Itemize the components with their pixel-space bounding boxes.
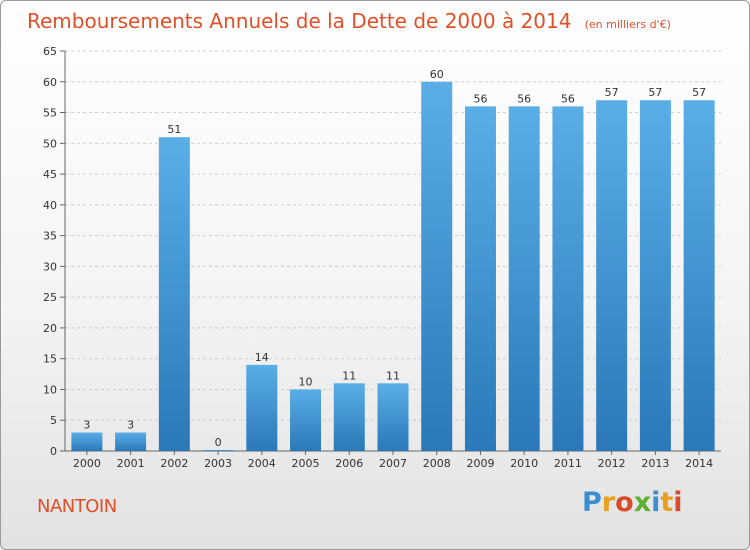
logo-letter: P — [582, 487, 602, 518]
chart-title-unit: (en milliers d'€) — [585, 18, 671, 31]
value-label-2004: 14 — [255, 351, 269, 364]
labels: 0 5 10 15 20 25 30 35 40 45 50 55 60 65 3 2000 3 2001 51 20… — [43, 45, 713, 470]
value-label-2003: 0 — [215, 436, 222, 449]
value-label-2012: 57 — [605, 86, 619, 99]
value-label-2005: 10 — [299, 375, 313, 388]
value-label-2009: 56 — [473, 92, 487, 105]
y-tick-label: 40 — [43, 199, 57, 212]
proxiti-logo: Proxiti — [582, 487, 683, 518]
x-tick-label-2012: 2012 — [598, 457, 626, 470]
bar-2004 — [246, 364, 278, 451]
x-tick-label-2013: 2013 — [641, 457, 669, 470]
logo-letter: t — [660, 487, 674, 518]
x-tick-label-2002: 2002 — [160, 457, 188, 470]
bar-2005 — [290, 389, 322, 451]
bars — [71, 81, 715, 452]
x-tick-label-2001: 2001 — [117, 457, 145, 470]
x-tick-label-2000: 2000 — [73, 457, 101, 470]
bar-2007 — [377, 383, 409, 451]
y-tick-label: 45 — [43, 168, 57, 181]
y-tick-label: 60 — [43, 76, 57, 89]
bar-2013 — [639, 100, 671, 451]
value-label-2011: 56 — [561, 92, 575, 105]
x-tick-label-2007: 2007 — [379, 457, 407, 470]
logo-letter: i — [651, 487, 661, 518]
value-label-2000: 3 — [83, 419, 90, 432]
bar-2006 — [333, 383, 365, 451]
y-tick-label: 65 — [43, 45, 57, 58]
bar-2009 — [464, 106, 496, 451]
value-label-2010: 56 — [517, 92, 531, 105]
bar-2008 — [421, 81, 453, 452]
commune-name: NANTOIN — [37, 496, 117, 517]
logo-letter: x — [633, 487, 652, 518]
value-label-2014: 57 — [692, 86, 706, 99]
value-label-2007: 11 — [386, 369, 400, 382]
x-tick-label-2014: 2014 — [685, 457, 713, 470]
bar-2001 — [115, 432, 147, 451]
y-tick-label: 0 — [50, 445, 57, 458]
bar-2010 — [508, 106, 540, 451]
bar-2002 — [158, 137, 190, 451]
x-tick-label-2006: 2006 — [335, 457, 363, 470]
y-tick-label: 20 — [43, 322, 57, 335]
y-tick-label: 10 — [43, 383, 57, 396]
logo-letter: i — [673, 487, 683, 518]
x-tick-label-2005: 2005 — [292, 457, 320, 470]
y-tick-label: 15 — [43, 353, 57, 366]
chart-title-main: Remboursements Annuels de la Dette de 20… — [27, 9, 571, 33]
bar-2012 — [596, 100, 628, 451]
x-tick-label-2011: 2011 — [554, 457, 582, 470]
x-tick-label-2009: 2009 — [466, 457, 494, 470]
value-label-2001: 3 — [127, 419, 134, 432]
x-tick-label-2010: 2010 — [510, 457, 538, 470]
bar-2011 — [552, 106, 584, 451]
bar-2000 — [71, 432, 103, 451]
bar-2014 — [683, 100, 715, 451]
y-tick-label: 25 — [43, 291, 57, 304]
y-tick-label: 30 — [43, 260, 57, 273]
y-tick-label: 55 — [43, 107, 57, 120]
x-tick-label-2008: 2008 — [423, 457, 451, 470]
x-tick-label-2004: 2004 — [248, 457, 276, 470]
value-label-2002: 51 — [167, 123, 181, 136]
x-tick-label-2003: 2003 — [204, 457, 232, 470]
value-label-2006: 11 — [342, 369, 356, 382]
chart-title: Remboursements Annuels de la Dette de 20… — [27, 9, 671, 33]
value-label-2013: 57 — [648, 86, 662, 99]
y-tick-label: 35 — [43, 230, 57, 243]
logo-letter: r — [601, 487, 616, 518]
logo-letter: o — [615, 487, 634, 518]
value-label-2008: 60 — [430, 68, 444, 81]
y-tick-label: 5 — [50, 414, 57, 427]
y-tick-label: 50 — [43, 137, 57, 150]
bar-2003 — [202, 450, 234, 451]
